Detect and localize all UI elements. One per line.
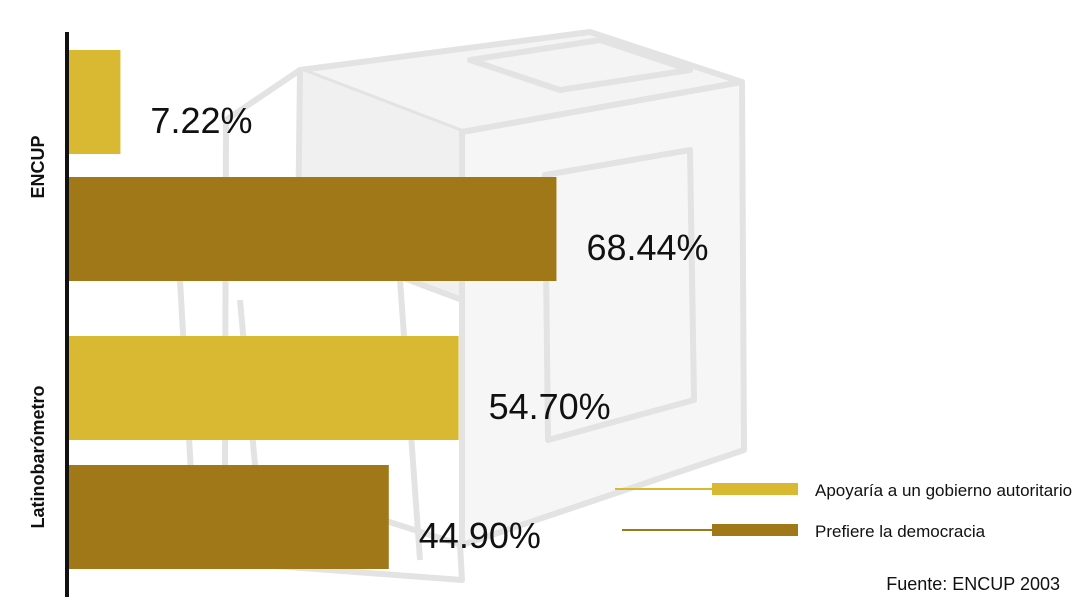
- bar-encup-autoritario: [69, 50, 121, 154]
- value-label-encup-autoritario: 7.22%: [150, 100, 252, 141]
- legend-swatch-democracia: [712, 524, 798, 536]
- legend-label-democracia: Prefiere la democracia: [815, 522, 986, 541]
- bars-group: 7.22% 68.44% 54.70% 44.90%: [69, 50, 709, 569]
- category-label-encup: ENCUP: [28, 135, 48, 198]
- value-label-encup-democracia: 68.44%: [586, 227, 708, 268]
- value-label-latinobarometro-democracia: 44.90%: [419, 515, 541, 556]
- value-label-latinobarometro-autoritario: 54.70%: [489, 386, 611, 427]
- bar-encup-democracia: [69, 177, 557, 281]
- legend-swatch-autoritario: [712, 483, 798, 495]
- legend-label-autoritario: Apoyaría a un gobierno autoritario: [815, 481, 1072, 500]
- category-label-latinobarometro: Latinobarómetro: [28, 385, 48, 528]
- bar-latinobarometro-autoritario: [69, 336, 459, 440]
- source-note: Fuente: ENCUP 2003: [886, 574, 1060, 594]
- bar-latinobarometro-democracia: [69, 465, 389, 569]
